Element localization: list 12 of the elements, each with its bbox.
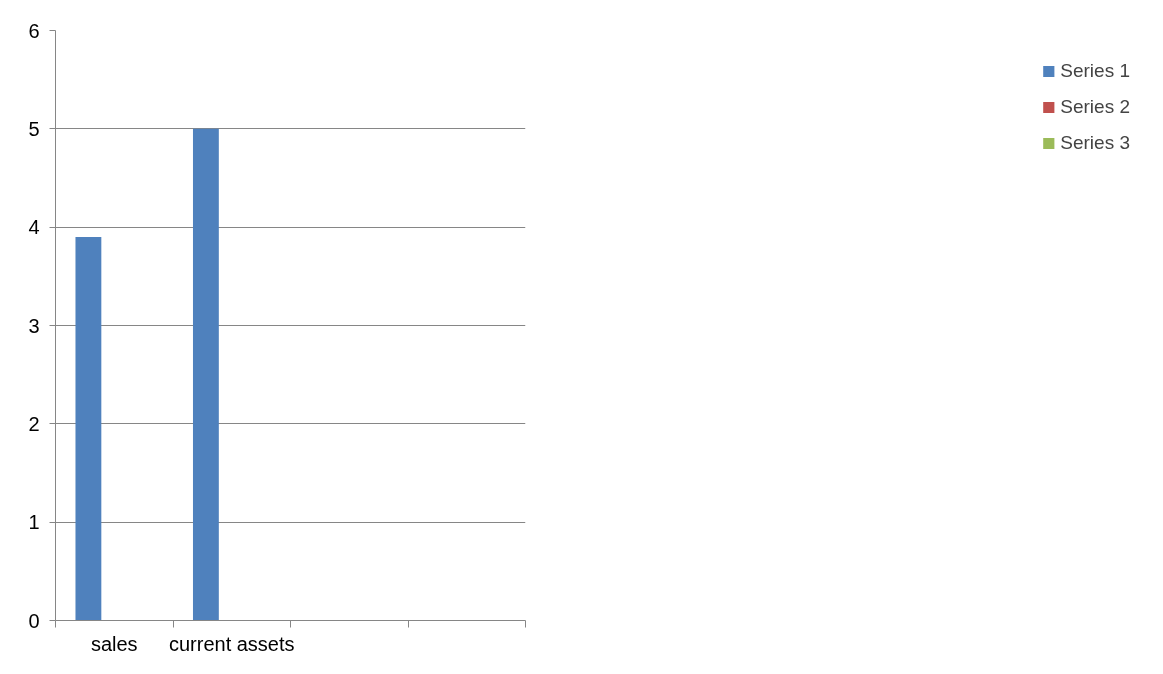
y-tick-label: 2 <box>28 412 40 435</box>
legend-label: Series 2 <box>1060 96 1130 118</box>
y-tick-label: 5 <box>28 117 40 140</box>
x-tick-label: current assets <box>168 632 295 655</box>
y-tick-label: 1 <box>28 511 40 534</box>
legend-label: Series 1 <box>1060 60 1130 82</box>
y-tick-label: 6 <box>28 19 40 42</box>
y-tick-label: 3 <box>28 314 40 337</box>
y-tick-label: 4 <box>28 216 40 239</box>
x-tick-label: sales <box>90 632 138 655</box>
legend-label: Series 3 <box>1060 132 1130 154</box>
y-tick-label: 0 <box>28 609 40 632</box>
